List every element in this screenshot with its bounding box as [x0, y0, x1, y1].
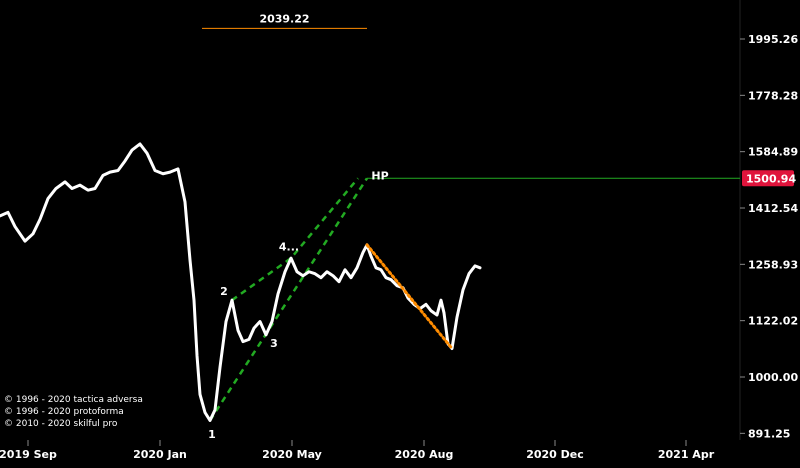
- trendline: [208, 177, 369, 422]
- y-tick-label: 1778.28: [748, 89, 798, 102]
- wave-label: 4...: [279, 241, 299, 254]
- trendlines: [208, 177, 369, 422]
- price-badge-bg: [742, 170, 794, 187]
- x-tick-label: 2021 Apr: [658, 448, 715, 461]
- copyright-block: © 1996 - 2020 tactica adversa © 1996 - 2…: [4, 395, 143, 429]
- y-tick-label: 1412.54: [748, 202, 798, 215]
- wave-label: 3: [270, 337, 278, 350]
- copyright-line-3: © 2010 - 2020 skilful pro: [4, 419, 118, 429]
- series-group: [0, 142, 482, 422]
- x-tick-label: 2020 Dec: [526, 448, 584, 461]
- y-axis: 891.25 1000.00 1122.02 1258.93 1412.54 1584.8…: [740, 33, 798, 440]
- x-tick-label: 2020 Jan: [133, 448, 187, 461]
- wave-label: 1: [208, 428, 216, 441]
- horizontal-line-label: 2039.22: [259, 12, 309, 25]
- x-axis: 2019 Sep 2020 Jan 2020 May 2020 Aug 2020 Dec…: [0, 440, 715, 461]
- wave-label: HP: [371, 170, 388, 183]
- wave-label: 2: [220, 285, 228, 298]
- y-tick-label: 1995.26: [748, 33, 798, 46]
- trendline: [231, 177, 359, 302]
- price-badge-label: 1500.94: [746, 172, 796, 185]
- copyright-line-2: © 1996 - 2020 protoforma: [4, 407, 124, 417]
- correction-line: [365, 243, 454, 350]
- horizontal-lines: 2039.22: [202, 12, 740, 179]
- current-price-badge: 1500.94: [742, 170, 796, 187]
- y-tick-label: 1258.93: [748, 258, 798, 271]
- wave-annotations: 1 2 3 4... HP: [208, 170, 388, 442]
- x-tick-label: 2020 May: [262, 448, 322, 461]
- price-line: [0, 142, 482, 422]
- y-tick-label: 1000.00: [748, 371, 798, 384]
- x-tick-label: 2020 Aug: [395, 448, 454, 461]
- x-tick-label: 2019 Sep: [0, 448, 57, 461]
- y-tick-label: 1584.89: [748, 146, 798, 159]
- copyright-line-1: © 1996 - 2020 tactica adversa: [4, 395, 143, 405]
- y-tick-label: 1122.02: [748, 315, 798, 328]
- y-tick-label: 891.25: [748, 427, 790, 440]
